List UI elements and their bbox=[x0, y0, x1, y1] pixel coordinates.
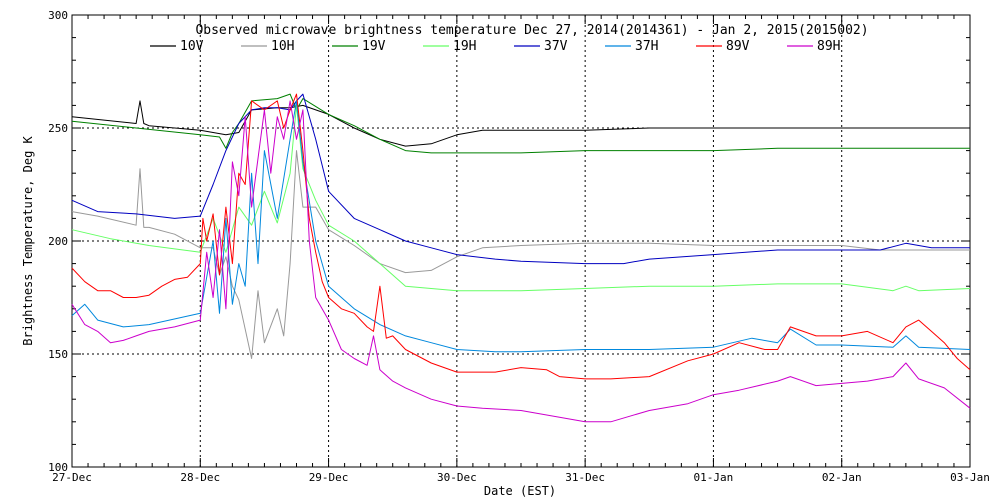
series-line-89v bbox=[71, 93, 971, 380]
series-line-19h bbox=[71, 104, 971, 292]
series-line-19v bbox=[71, 93, 970, 154]
axis-ticks bbox=[71, 14, 971, 468]
y-axis-label: Brightness Temperature, Deg K bbox=[21, 135, 35, 345]
legend: 10V 10H 19V 19H 37V 37H 89V 89H bbox=[150, 39, 840, 54]
grid bbox=[72, 15, 970, 467]
legend-label: 19V bbox=[362, 39, 386, 54]
legend-label: 10V bbox=[180, 39, 204, 54]
legend-label: 10H bbox=[271, 39, 294, 54]
x-axis-label: Date (EST) bbox=[484, 484, 556, 498]
x-tick-label: 29-Dec bbox=[309, 471, 349, 484]
series-line-10h bbox=[71, 150, 970, 359]
series-line-89h bbox=[71, 100, 971, 423]
legend-label: 89V bbox=[726, 39, 750, 54]
series-line-37v bbox=[71, 93, 970, 265]
y-tick-labels: 100 150 200 250 300 bbox=[48, 9, 68, 474]
y-tick-label: 300 bbox=[48, 9, 68, 22]
x-tick-label: 27-Dec bbox=[52, 471, 92, 484]
series-line-37h bbox=[71, 100, 971, 353]
y-tick-label: 250 bbox=[48, 122, 68, 135]
x-tick-labels: 27-Dec 28-Dec 29-Dec 30-Dec 31-Dec 01-Jan 02-J… bbox=[52, 471, 990, 484]
y-tick-label: 150 bbox=[48, 348, 68, 361]
x-tick-label: 01-Jan bbox=[694, 471, 734, 484]
y-tick-label: 200 bbox=[48, 235, 68, 248]
x-tick-label: 02-Jan bbox=[822, 471, 862, 484]
chart-title: Observed microwave brightness temperatur… bbox=[195, 23, 868, 38]
series-lines bbox=[71, 93, 971, 423]
x-tick-label: 28-Dec bbox=[180, 471, 220, 484]
x-tick-label: 03-Jan bbox=[950, 471, 990, 484]
x-tick-label: 31-Dec bbox=[565, 471, 605, 484]
series-line-10v bbox=[71, 100, 970, 147]
legend-label: 19H bbox=[453, 39, 476, 54]
legend-label: 37V bbox=[544, 39, 568, 54]
y-tick-label: 100 bbox=[48, 461, 68, 474]
x-tick-label: 30-Dec bbox=[437, 471, 477, 484]
legend-label: 89H bbox=[817, 39, 840, 54]
legend-label: 37H bbox=[635, 39, 658, 54]
